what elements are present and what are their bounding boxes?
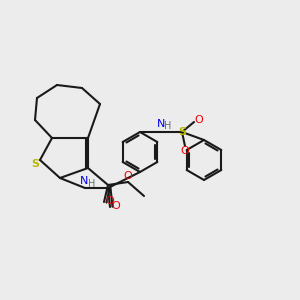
Text: S: S: [31, 159, 39, 169]
Text: H: H: [164, 121, 172, 131]
Text: O: O: [106, 196, 114, 206]
Text: N: N: [80, 176, 88, 186]
Text: O: O: [181, 146, 189, 156]
Text: N: N: [157, 119, 165, 129]
Text: O: O: [112, 201, 120, 211]
Text: O: O: [124, 171, 132, 181]
Text: H: H: [88, 179, 96, 189]
Text: O: O: [195, 115, 203, 125]
Text: S: S: [178, 127, 186, 137]
